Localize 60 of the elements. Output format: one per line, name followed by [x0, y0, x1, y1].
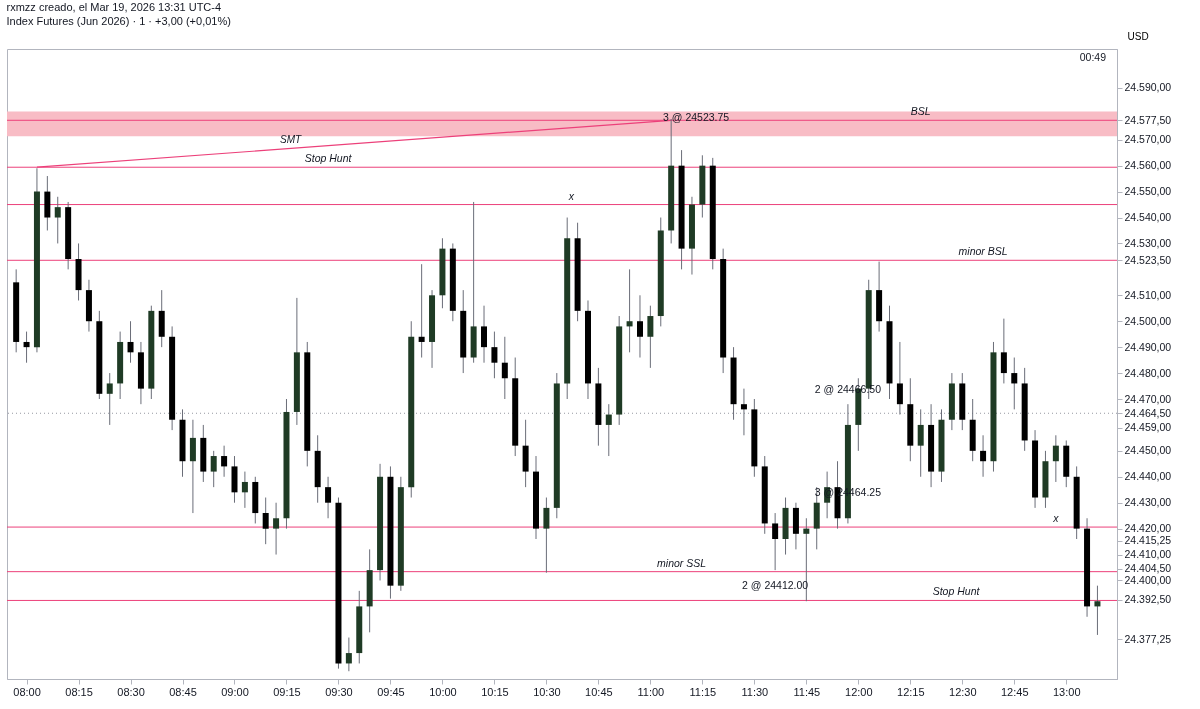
annotation: 00:49 [1079, 51, 1107, 63]
annotation: x [1052, 512, 1060, 525]
y-tick-label: 24.490,00 [1124, 340, 1172, 353]
y-tick-label: 24.510,00 [1124, 288, 1172, 301]
y-tick-label: 24.523,50 [1124, 253, 1172, 266]
y-tick-label: 24.420,00 [1124, 522, 1172, 535]
annotation: BSL [910, 105, 931, 118]
annotation: Stop Hunt [932, 585, 981, 598]
annotation: minor BSL [958, 245, 1008, 258]
annotation: 2 @ 24412.00 [742, 579, 809, 592]
y-tick-label: 24.590,00 [1124, 81, 1172, 94]
y-tick-label: 24.500,00 [1124, 314, 1172, 327]
y-tick-label: 24.400,00 [1124, 573, 1172, 586]
x-tick-label: 10:15 [481, 685, 509, 698]
y-tick-label: 24.459,00 [1124, 421, 1172, 434]
y-tick-label: 24.430,00 [1124, 496, 1172, 509]
y-tick-label: 24.415,25 [1124, 534, 1172, 547]
x-tick-label: 12:45 [1001, 685, 1029, 698]
y-tick-label: 24.392,50 [1124, 593, 1172, 606]
y-tick-label: 24.550,00 [1124, 185, 1172, 198]
y-tick-label: 24.570,00 [1124, 133, 1172, 146]
x-tick-label: 12:15 [897, 685, 925, 698]
x-tick-label: 11:15 [689, 685, 717, 698]
x-tick-label: 10:30 [533, 685, 561, 698]
annotation: x [567, 189, 575, 202]
x-tick-label: 12:30 [949, 685, 977, 698]
x-tick-label: 11:00 [637, 685, 665, 698]
x-tick-label: 08:15 [65, 685, 93, 698]
annotation: minor SSL [657, 556, 707, 569]
series-label: SMT [280, 134, 303, 146]
x-tick-label: 08:30 [117, 685, 145, 698]
y-tick-label: 24.530,00 [1124, 236, 1172, 249]
x-tick-label: 09:00 [221, 685, 249, 698]
y-tick-label: 24.577,50 [1124, 113, 1172, 126]
x-tick-label: 08:00 [13, 685, 41, 698]
x-tick-label: 09:45 [377, 685, 405, 698]
x-tick-label: 09:15 [273, 685, 301, 698]
x-tick-label: 11:30 [741, 685, 769, 698]
y-tick-label: 24.470,00 [1124, 392, 1172, 405]
chart-title: rxmzz creado, el Mar 19, 2026 13:31 UTC-4 [6, 1, 222, 13]
y-tick-label: 24.377,25 [1124, 632, 1172, 645]
y-tick-label: 24.480,00 [1124, 366, 1172, 379]
x-tick-label: 10:45 [585, 685, 613, 698]
annotation: 3 @ 24523.75 [663, 110, 730, 123]
y-tick-label: 24.450,00 [1124, 444, 1172, 457]
y-tick-label: 24.560,00 [1124, 159, 1172, 172]
y-tick-label: 24.464,50 [1124, 406, 1172, 419]
x-tick-label: 09:30 [325, 685, 353, 698]
y-tick-label: 24.540,00 [1124, 211, 1172, 224]
annotation: Stop Hunt [304, 152, 353, 165]
x-tick-label: 13:00 [1052, 685, 1081, 698]
y-tick-label: 24.440,00 [1124, 470, 1172, 483]
x-tick-label: 08:45 [169, 685, 197, 698]
y-axis-title: USD [1127, 30, 1149, 42]
y-tick-label: 24.404,50 [1124, 562, 1172, 575]
y-tick-label: 24.410,00 [1124, 548, 1172, 561]
x-tick-label: 11:45 [793, 685, 821, 698]
x-tick-label: 10:00 [429, 685, 457, 698]
x-tick-label: 12:00 [845, 685, 873, 698]
chart-subtitle: Index Futures (Jun 2026) · 1 · +3,00 (+0,01%) [6, 15, 231, 27]
